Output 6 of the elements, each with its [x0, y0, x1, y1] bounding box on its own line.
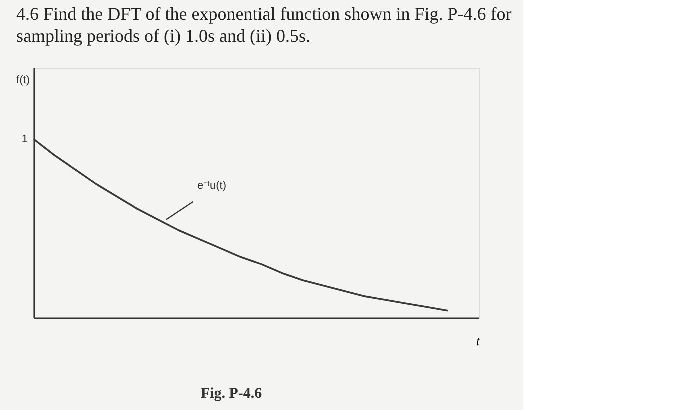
annotation: e⁻ᵗu(t) [197, 180, 227, 192]
text: f(t) [16, 74, 30, 86]
x-axis-title: t [476, 336, 480, 348]
chart-title: 4.6 Find the DFT of the exponential function shown in Fig. P-4.6 for sampling periods of (i) 1.0s and (ii) 0.5s. [16, 4, 512, 46]
text: 1 [22, 133, 28, 146]
text: Fig. P-4.6 [200, 386, 263, 402]
